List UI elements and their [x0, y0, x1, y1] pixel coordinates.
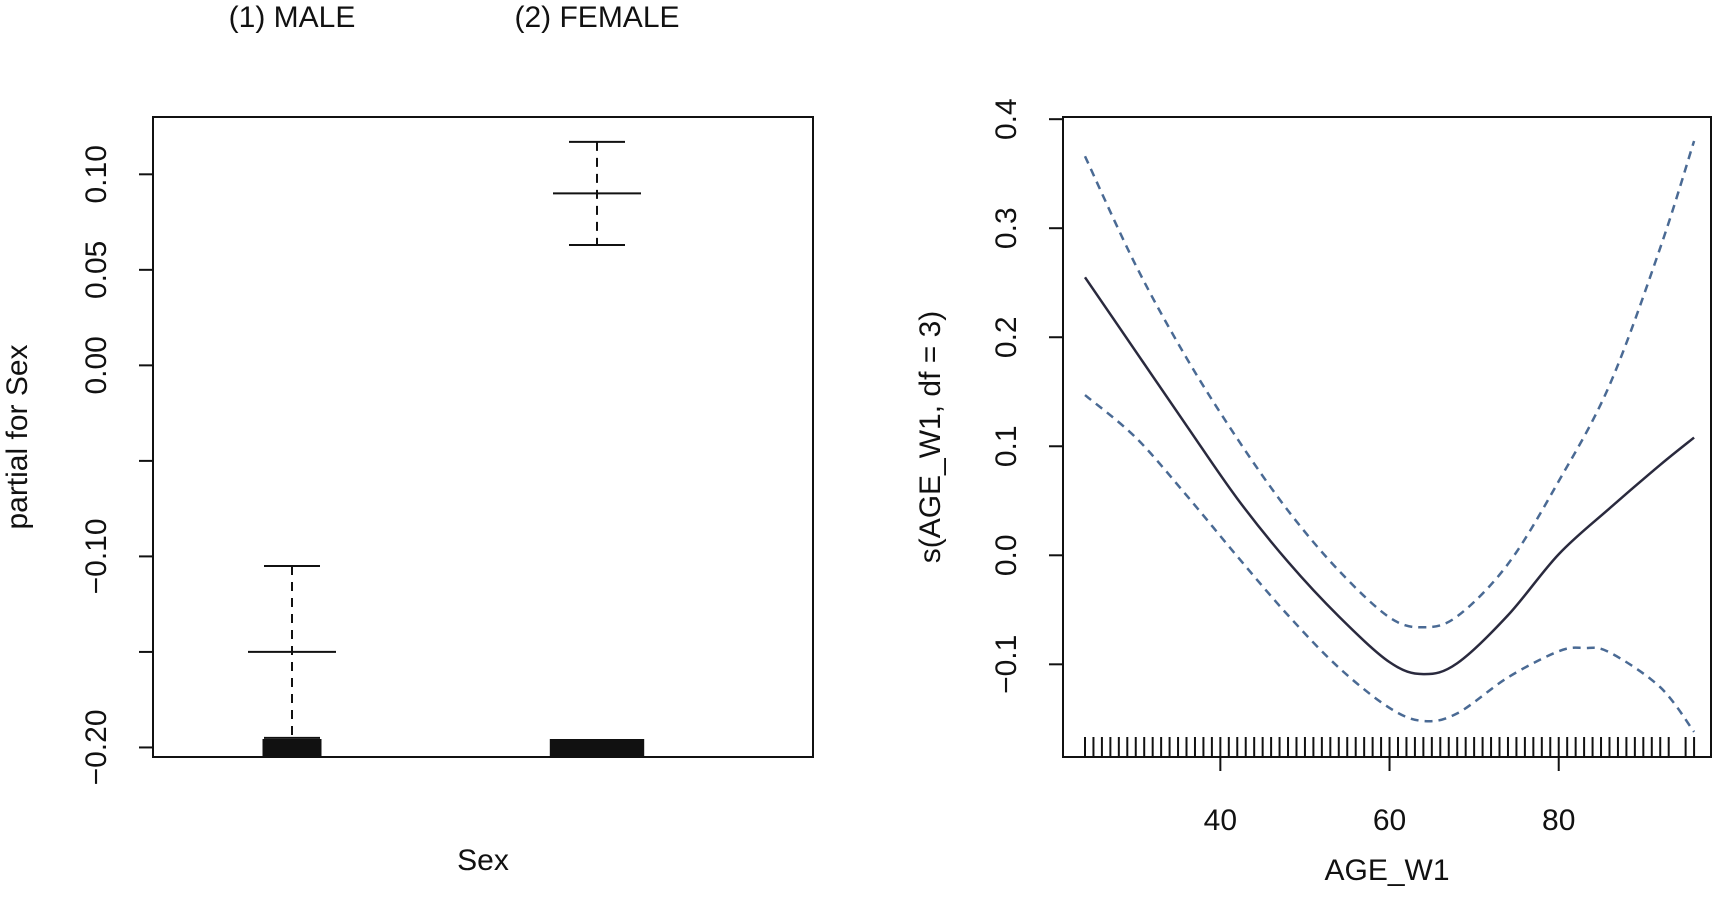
right-y-tick-label: 0.0: [990, 534, 1023, 576]
right-lines: [1083, 140, 1696, 733]
right-panel: 40 60 80 −0.1 0.0 0.1 0.2 0.3 0.4 AGE_W1 s(AGE_W…: [914, 98, 1712, 887]
right-rug: [1083, 737, 1696, 757]
right-x-tick-label: 60: [1373, 804, 1406, 837]
left-panel: −0.20 −0.10 0.00 0.05 0.10 (1) MALE (2) FEMA…: [1, 1, 814, 877]
right-x-axis-title: AGE_W1: [1324, 854, 1449, 887]
rug-bar: [549, 739, 645, 757]
left-y-axis: −0.20 −0.10 0.00 0.05 0.10: [80, 145, 153, 785]
right-axes: 40 60 80 −0.1 0.0 0.1 0.2 0.3 0.4: [990, 98, 1575, 837]
right-y-tick-label: −0.1: [990, 635, 1023, 694]
right-x-tick-label: 80: [1542, 804, 1575, 837]
category-label-male: (1) MALE: [229, 1, 356, 34]
left-y-axis-title: partial for Sex: [1, 344, 34, 529]
category-label-female: (2) FEMALE: [514, 1, 679, 34]
smooth-fit-line: [1083, 276, 1695, 676]
left-y-tick-label: −0.20: [80, 709, 113, 785]
right-y-tick-label: 0.2: [990, 316, 1023, 358]
left-y-tick-label: −0.10: [80, 518, 113, 594]
left-plot-frame: [152, 116, 814, 758]
rug-bar: [262, 739, 322, 757]
right-x-tick-label: 40: [1204, 804, 1237, 837]
right-y-tick-label: 0.4: [990, 98, 1023, 140]
left-y-tick-label: 0.10: [80, 145, 113, 203]
right-y-tick-label: 0.3: [990, 207, 1023, 249]
upper-confidence-band: [1083, 140, 1696, 629]
left-y-tick-label: 0.00: [80, 336, 113, 394]
lower-confidence-band: [1084, 394, 1696, 733]
right-y-tick-label: 0.1: [990, 425, 1023, 467]
left-y-tick-label: 0.05: [80, 241, 113, 299]
right-plot-frame: [1062, 116, 1712, 758]
left-marks: [248, 140, 645, 757]
left-x-axis-title: Sex: [457, 844, 509, 877]
right-y-axis-title: s(AGE_W1, df = 3): [914, 311, 947, 564]
